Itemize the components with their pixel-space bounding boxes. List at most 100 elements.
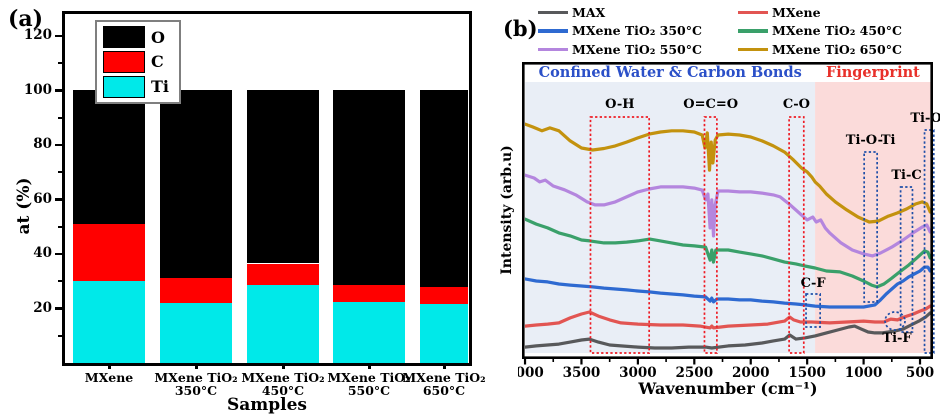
category-label-line2: 650°C xyxy=(422,383,466,398)
legend-label: MAX xyxy=(572,4,606,20)
y-tick xyxy=(55,89,63,92)
x-tick-label: 2000 xyxy=(732,365,770,380)
legend-b-item: MXene TiO₂ 650°C xyxy=(738,40,940,59)
bar-segment-Ti xyxy=(247,285,319,363)
legend-label: MXene xyxy=(772,4,821,20)
bar-segment-Ti xyxy=(73,281,145,363)
y-tick xyxy=(55,307,63,310)
annotation-ellipse-Ti-F xyxy=(884,311,906,331)
category-label: MXene TiO₂ xyxy=(402,370,486,385)
category-label-line2: 350°C xyxy=(174,383,218,398)
bar-segment-O xyxy=(160,90,232,279)
legend-a: O C Ti xyxy=(95,20,181,104)
legend-label: MXene TiO₂ 450°C xyxy=(772,23,902,39)
y-tick xyxy=(55,143,63,147)
bar-segment-C xyxy=(73,223,145,282)
panel-a: (a) at (%) MXene MXene TiO₂ 350°C MXene TiO… xyxy=(8,6,486,415)
annotation-label-Ti-F: Ti-F xyxy=(882,331,912,346)
legend-b: MAX MXene MXene TiO₂ 350°C MXene TiO₂ 450°C… xyxy=(538,3,940,59)
y-minor-tick xyxy=(58,225,63,228)
legend-line-swatch xyxy=(538,10,568,14)
annotation-box-O-H xyxy=(589,116,651,354)
annotation-label-C-O: C-O xyxy=(783,97,810,112)
legend-label: Ti xyxy=(151,77,169,97)
legend-a-item-Ti: Ti xyxy=(103,75,173,98)
annotation-box-O=C=O xyxy=(703,116,718,354)
y-tick-label: 120 xyxy=(23,27,52,44)
x-tick xyxy=(282,363,285,369)
category-label-line2: 450°C xyxy=(261,383,305,398)
annotation-label-Ti-C: Ti-C xyxy=(891,168,921,183)
spectrum-line-MXene xyxy=(525,304,931,330)
bar-segment-C xyxy=(420,286,468,305)
legend-label: O xyxy=(151,27,165,47)
legend-line-swatch xyxy=(538,47,568,51)
category-label: MXene TiO₂ xyxy=(327,370,411,385)
x-tick xyxy=(368,363,371,369)
legend-b-item: MXene TiO₂ 550°C xyxy=(538,40,738,59)
x-tick-label: 1000 xyxy=(845,365,883,380)
annotation-box-C-O xyxy=(788,116,805,354)
panel-b-y-axis-title: Intensity (arb.u) xyxy=(499,145,515,275)
annotation-box-Ti-O xyxy=(923,129,935,354)
bar-chart-area: MXene MXene TiO₂ 350°C MXene TiO₂ 450°C MXene… xyxy=(23,27,486,398)
y-tick xyxy=(55,198,63,201)
legend-b-item: MAX xyxy=(538,3,738,22)
panel-b: (b) MAX MXene MXene TiO₂ 350°C MXene TiO₂ 4… xyxy=(475,0,940,419)
legend-a-item-O: O xyxy=(103,26,173,49)
bar-segment-O xyxy=(420,90,468,287)
legend-line-swatch xyxy=(738,29,768,33)
spectrum-line-MXene-TiO₂-350°C xyxy=(525,265,931,309)
annotation-label-O-H: O-H xyxy=(605,97,634,112)
bar-segment-O xyxy=(333,90,405,286)
x-tick-label: 4000 xyxy=(518,365,544,380)
y-minor-tick xyxy=(58,116,63,119)
legend-label: MXene TiO₂ 350°C xyxy=(572,23,702,39)
panel-b-label: (b) xyxy=(503,16,538,41)
spectrum-line-MXene-TiO₂-550°C xyxy=(525,173,931,258)
x-tick xyxy=(443,363,446,369)
y-minor-tick xyxy=(58,171,63,174)
x-tick xyxy=(195,363,198,369)
region-confined xyxy=(525,82,816,353)
category-label: MXene xyxy=(84,370,134,385)
x-tick xyxy=(108,363,111,369)
category-label: MXene TiO₂ xyxy=(241,370,325,385)
y-minor-tick xyxy=(58,62,63,65)
legend-swatch-O xyxy=(103,26,145,49)
x-tick-label: 1500 xyxy=(788,365,826,380)
legend-label: MXene TiO₂ 650°C xyxy=(772,41,902,57)
bar-segment-C xyxy=(160,278,232,304)
region-title: Confined Water & Carbon Bonds xyxy=(539,64,802,81)
plot-b-border xyxy=(521,61,933,359)
y-tick-label: 20 xyxy=(33,299,52,316)
y-minor-tick xyxy=(58,334,63,337)
y-tick xyxy=(55,34,63,38)
region-title: Fingerprint xyxy=(826,64,920,81)
bar-segment-Ti xyxy=(420,304,468,363)
bar-segment-O xyxy=(73,90,145,224)
y-tick-label: 40 xyxy=(33,245,52,262)
annotation-label-O=C=O: O=C=O xyxy=(683,97,738,112)
legend-line-swatch xyxy=(538,29,568,33)
legend-swatch-C xyxy=(103,50,145,73)
legend-swatch-Ti xyxy=(103,75,145,98)
bar-segment-Ti xyxy=(333,301,405,363)
legend-line-swatch xyxy=(738,47,768,51)
bar-segment-O xyxy=(247,90,319,264)
x-tick-label: 3500 xyxy=(563,365,601,380)
spectrum-line-MAX xyxy=(525,311,931,350)
spectra-plot: O-H O=C=O C-O C-F Ti-O-Ti Ti-C Ti-O Ti-F Confine… xyxy=(518,61,940,380)
y-minor-tick xyxy=(58,280,63,283)
bar-segment-C xyxy=(247,263,319,286)
spectrum-line-MXene-TiO₂-650°C xyxy=(525,122,931,224)
bar-segment-Ti xyxy=(160,303,232,363)
panel-b-x-axis-title: Wavenumber (cm⁻¹) xyxy=(638,379,818,398)
x-tick-label: 3000 xyxy=(619,365,657,380)
y-tick-label: 100 xyxy=(23,81,52,98)
annotation-label-Ti-O: Ti-O xyxy=(910,111,940,126)
legend-b-item: MXene xyxy=(738,3,940,22)
annotation-label-Ti-O-Ti: Ti-O-Ti xyxy=(846,133,896,148)
category-label: MXene TiO₂ xyxy=(154,370,238,385)
